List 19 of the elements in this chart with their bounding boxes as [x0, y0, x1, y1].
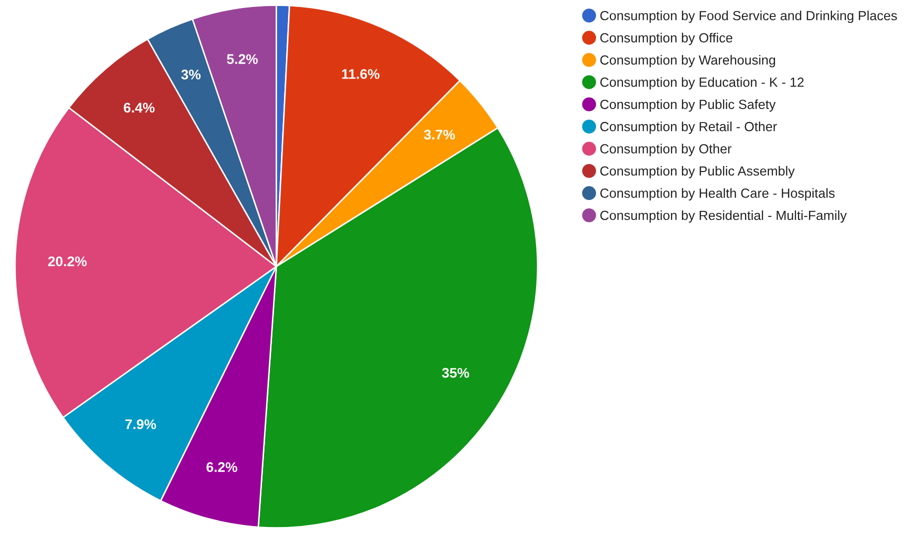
data-label: 6.4%: [124, 102, 155, 113]
legend-label: Consumption by Food Service and Drinking Places: [600, 10, 897, 23]
legend-label: Consumption by Public Safety: [600, 99, 776, 112]
legend-label: Consumption by Office: [600, 32, 732, 46]
legend-label: Consumption by Health Care - Hospitals: [600, 188, 835, 200]
data-label: 5.2%: [226, 54, 258, 64]
data-label: 3%: [181, 70, 201, 80]
legend-label: Consumption by Other: [600, 144, 732, 156]
data-label: 6.2%: [206, 462, 238, 472]
data-label: 11.6%: [342, 69, 380, 79]
legend-label: Consumption by Education - K - 12: [600, 77, 804, 90]
data-label: 35%: [442, 368, 470, 378]
legend-label: Consumption by Residential - Multi-Family: [600, 210, 847, 223]
data-label: 7.9%: [125, 419, 156, 430]
legend-label: Consumption by Retail - Other: [600, 122, 777, 134]
data-label: 20.2%: [48, 256, 87, 266]
legend-label: Consumption by Warehousing: [600, 55, 776, 68]
data-label: 3.7%: [424, 130, 455, 140]
legend-label: Consumption by Public Assembly: [600, 166, 795, 178]
